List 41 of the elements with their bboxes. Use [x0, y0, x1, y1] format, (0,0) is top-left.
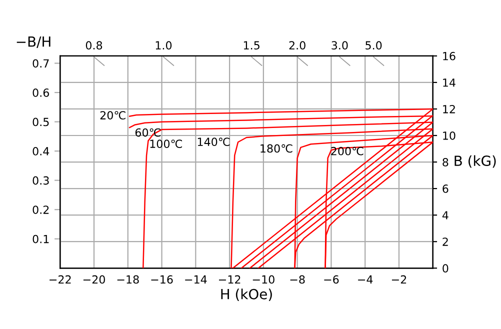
x-axis-title: H (kOe): [221, 288, 272, 301]
y-tick-label: 0.6: [32, 88, 50, 97]
text: 2.0: [289, 41, 306, 50]
y-axis-title: −B/H: [16, 36, 50, 48]
annotation: 140℃: [198, 138, 230, 146]
y2-tick-label: 12: [443, 104, 455, 114]
y2-tick-label: 6: [442, 184, 448, 193]
x-tick-label: −22: [50, 275, 71, 284]
text: 1.5: [244, 41, 260, 50]
annotation: 20℃: [100, 111, 126, 120]
y2-tick-label: 2: [442, 238, 448, 246]
y-tick-label: 0.7: [32, 59, 49, 68]
x-tick-label: −18: [117, 275, 139, 284]
y2-tick-label: 16: [443, 52, 456, 60]
x-tick-label: −2: [392, 275, 406, 284]
x-tick-label: −14: [185, 275, 207, 284]
x-tick-label: −6: [324, 275, 339, 284]
annotation: 180℃: [260, 144, 292, 153]
y2-axis-title: B (kG): [454, 155, 496, 168]
x-tick-label: −4: [358, 275, 373, 284]
y-tick-label: 0.5: [32, 118, 49, 126]
annotation: 100℃: [150, 140, 182, 148]
x-tick-label: −16: [151, 275, 173, 284]
annotation: 200℃: [331, 146, 364, 156]
text: 3.0: [332, 41, 348, 50]
x-tick-label: −8: [290, 275, 305, 284]
text: 1.0: [156, 41, 172, 50]
y2-tick-label: 0: [442, 264, 448, 273]
text: 0.8: [86, 41, 102, 50]
x-tick-label: −10: [252, 275, 274, 284]
y2-tick-label: 14: [443, 78, 456, 87]
x-tick-label: −20: [83, 275, 105, 284]
y2-tick-label: 8: [442, 158, 448, 166]
y-tick-label: 0.4: [32, 147, 50, 156]
x-tick-label: −12: [219, 275, 240, 284]
y2-tick-label: 10: [443, 131, 456, 140]
y-tick-label: 0.3: [32, 176, 49, 185]
text: 5.0: [366, 41, 382, 50]
y2-tick-label: 4: [442, 211, 448, 220]
y-tick-label: 0.1: [32, 234, 49, 244]
y-tick-label: 0.2: [32, 206, 49, 214]
